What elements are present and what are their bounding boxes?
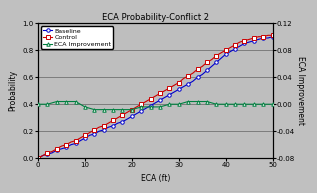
Control xyxy=(261,36,265,38)
Title: ECA Probability-Conflict 2: ECA Probability-Conflict 2 xyxy=(102,13,209,22)
ECA Improvement xyxy=(55,100,59,103)
Legend: Baseline, Control, ECA Improvement: Baseline, Control, ECA Improvement xyxy=(41,26,113,49)
Baseline xyxy=(266,37,270,39)
ECA Improvement xyxy=(130,108,134,111)
ECA Improvement xyxy=(271,103,275,105)
ECA Improvement xyxy=(158,106,162,108)
ECA Improvement xyxy=(74,100,77,103)
ECA Improvement xyxy=(46,103,49,105)
ECA Improvement xyxy=(36,103,40,105)
Baseline xyxy=(271,36,275,38)
Baseline xyxy=(36,157,40,159)
ECA Improvement xyxy=(93,108,96,111)
ECA Improvement xyxy=(214,103,218,105)
Control xyxy=(205,61,209,63)
Control xyxy=(88,131,92,134)
ECA Improvement xyxy=(233,103,237,105)
Control xyxy=(271,34,275,36)
ECA Improvement xyxy=(261,103,265,105)
Line: ECA Improvement: ECA Improvement xyxy=(36,100,274,111)
ECA Improvement xyxy=(252,103,256,105)
ECA Improvement xyxy=(205,100,209,103)
ECA Improvement xyxy=(120,108,124,111)
Y-axis label: Probability: Probability xyxy=(8,70,17,111)
Y-axis label: ECA Improvement: ECA Improvement xyxy=(296,56,305,125)
Baseline xyxy=(88,134,92,136)
X-axis label: ECA (ft): ECA (ft) xyxy=(141,174,170,183)
ECA Improvement xyxy=(83,106,87,108)
Baseline xyxy=(191,80,195,82)
ECA Improvement xyxy=(177,103,181,105)
ECA Improvement xyxy=(224,103,228,105)
Line: Control: Control xyxy=(36,34,274,160)
ECA Improvement xyxy=(139,106,143,108)
ECA Improvement xyxy=(102,108,106,111)
Control xyxy=(191,72,195,74)
ECA Improvement xyxy=(111,108,115,111)
ECA Improvement xyxy=(243,103,246,105)
Line: Baseline: Baseline xyxy=(36,35,274,160)
ECA Improvement xyxy=(149,106,152,108)
Baseline xyxy=(107,126,110,128)
ECA Improvement xyxy=(167,103,171,105)
Baseline xyxy=(111,125,115,127)
ECA Improvement xyxy=(64,100,68,103)
Control xyxy=(266,34,270,36)
Baseline xyxy=(205,69,209,72)
Control xyxy=(111,119,115,122)
Control xyxy=(36,157,40,159)
Control xyxy=(107,122,110,124)
ECA Improvement xyxy=(196,100,199,103)
ECA Improvement xyxy=(186,100,190,103)
